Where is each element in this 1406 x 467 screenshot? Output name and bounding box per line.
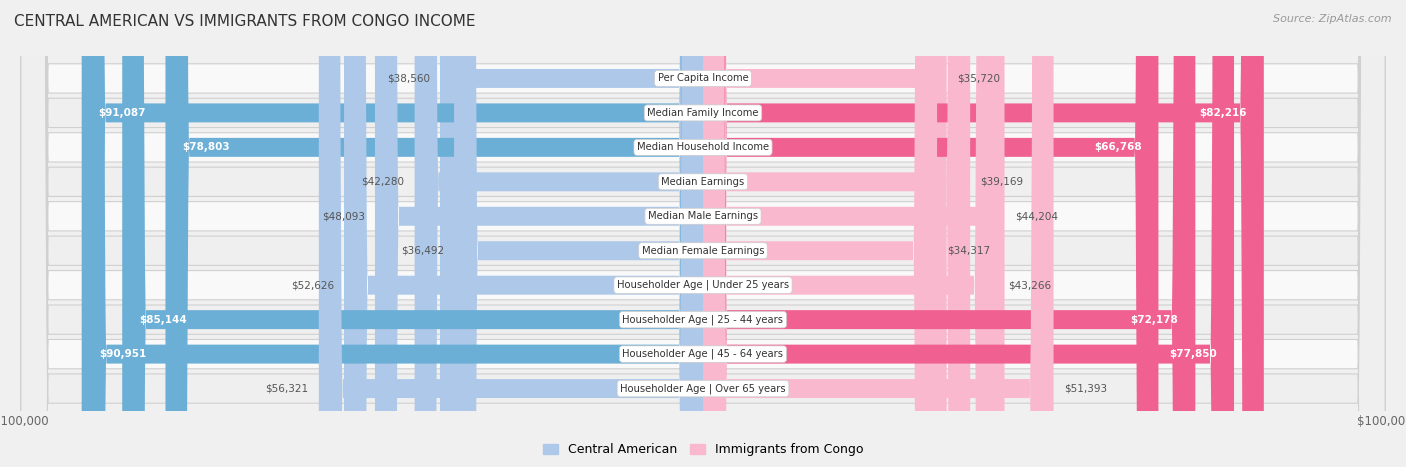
FancyBboxPatch shape <box>454 0 703 467</box>
Text: Householder Age | Over 65 years: Householder Age | Over 65 years <box>620 383 786 394</box>
Text: $34,317: $34,317 <box>948 246 990 256</box>
Text: Median Male Earnings: Median Male Earnings <box>648 211 758 221</box>
FancyBboxPatch shape <box>319 0 703 467</box>
FancyBboxPatch shape <box>21 0 1385 467</box>
Text: $82,216: $82,216 <box>1199 108 1247 118</box>
Text: $77,850: $77,850 <box>1170 349 1218 359</box>
Text: CENTRAL AMERICAN VS IMMIGRANTS FROM CONGO INCOME: CENTRAL AMERICAN VS IMMIGRANTS FROM CONG… <box>14 14 475 29</box>
FancyBboxPatch shape <box>703 0 936 467</box>
Text: Source: ZipAtlas.com: Source: ZipAtlas.com <box>1274 14 1392 24</box>
FancyBboxPatch shape <box>21 0 1385 467</box>
Text: $85,144: $85,144 <box>139 315 187 325</box>
Text: $51,393: $51,393 <box>1064 383 1107 394</box>
FancyBboxPatch shape <box>21 0 1385 467</box>
FancyBboxPatch shape <box>21 0 1385 467</box>
FancyBboxPatch shape <box>703 0 970 467</box>
Text: Per Capita Income: Per Capita Income <box>658 73 748 84</box>
Text: $52,626: $52,626 <box>291 280 333 290</box>
FancyBboxPatch shape <box>21 0 1385 467</box>
Text: $42,280: $42,280 <box>361 177 405 187</box>
Text: Householder Age | 25 - 44 years: Householder Age | 25 - 44 years <box>623 314 783 325</box>
Text: $44,204: $44,204 <box>1015 211 1057 221</box>
Text: $36,492: $36,492 <box>401 246 444 256</box>
FancyBboxPatch shape <box>21 0 1385 467</box>
Text: $66,768: $66,768 <box>1094 142 1142 152</box>
FancyBboxPatch shape <box>703 0 1264 467</box>
FancyBboxPatch shape <box>375 0 703 467</box>
FancyBboxPatch shape <box>21 0 1385 467</box>
Text: Householder Age | Under 25 years: Householder Age | Under 25 years <box>617 280 789 290</box>
Text: $43,266: $43,266 <box>1008 280 1052 290</box>
Text: Median Earnings: Median Earnings <box>661 177 745 187</box>
Text: $78,803: $78,803 <box>183 142 231 152</box>
FancyBboxPatch shape <box>703 0 1004 467</box>
FancyBboxPatch shape <box>440 0 703 467</box>
Text: $39,169: $39,169 <box>980 177 1024 187</box>
Text: $56,321: $56,321 <box>266 383 308 394</box>
FancyBboxPatch shape <box>166 0 703 467</box>
Legend: Central American, Immigrants from Congo: Central American, Immigrants from Congo <box>538 439 868 461</box>
FancyBboxPatch shape <box>703 0 1195 467</box>
Text: $35,720: $35,720 <box>957 73 1000 84</box>
Text: Median Family Income: Median Family Income <box>647 108 759 118</box>
FancyBboxPatch shape <box>83 0 703 467</box>
FancyBboxPatch shape <box>703 0 946 467</box>
FancyBboxPatch shape <box>344 0 703 467</box>
Text: $90,951: $90,951 <box>100 349 146 359</box>
FancyBboxPatch shape <box>122 0 703 467</box>
FancyBboxPatch shape <box>703 0 1053 467</box>
FancyBboxPatch shape <box>703 0 1234 467</box>
Text: $38,560: $38,560 <box>387 73 430 84</box>
FancyBboxPatch shape <box>703 0 1159 467</box>
Text: Median Household Income: Median Household Income <box>637 142 769 152</box>
Text: $72,178: $72,178 <box>1130 315 1178 325</box>
FancyBboxPatch shape <box>82 0 703 467</box>
Text: Median Female Earnings: Median Female Earnings <box>641 246 765 256</box>
FancyBboxPatch shape <box>415 0 703 467</box>
FancyBboxPatch shape <box>21 0 1385 467</box>
FancyBboxPatch shape <box>21 0 1385 467</box>
FancyBboxPatch shape <box>703 0 998 467</box>
Text: $91,087: $91,087 <box>98 108 146 118</box>
Text: Householder Age | 45 - 64 years: Householder Age | 45 - 64 years <box>623 349 783 359</box>
FancyBboxPatch shape <box>21 0 1385 467</box>
Text: $48,093: $48,093 <box>322 211 364 221</box>
